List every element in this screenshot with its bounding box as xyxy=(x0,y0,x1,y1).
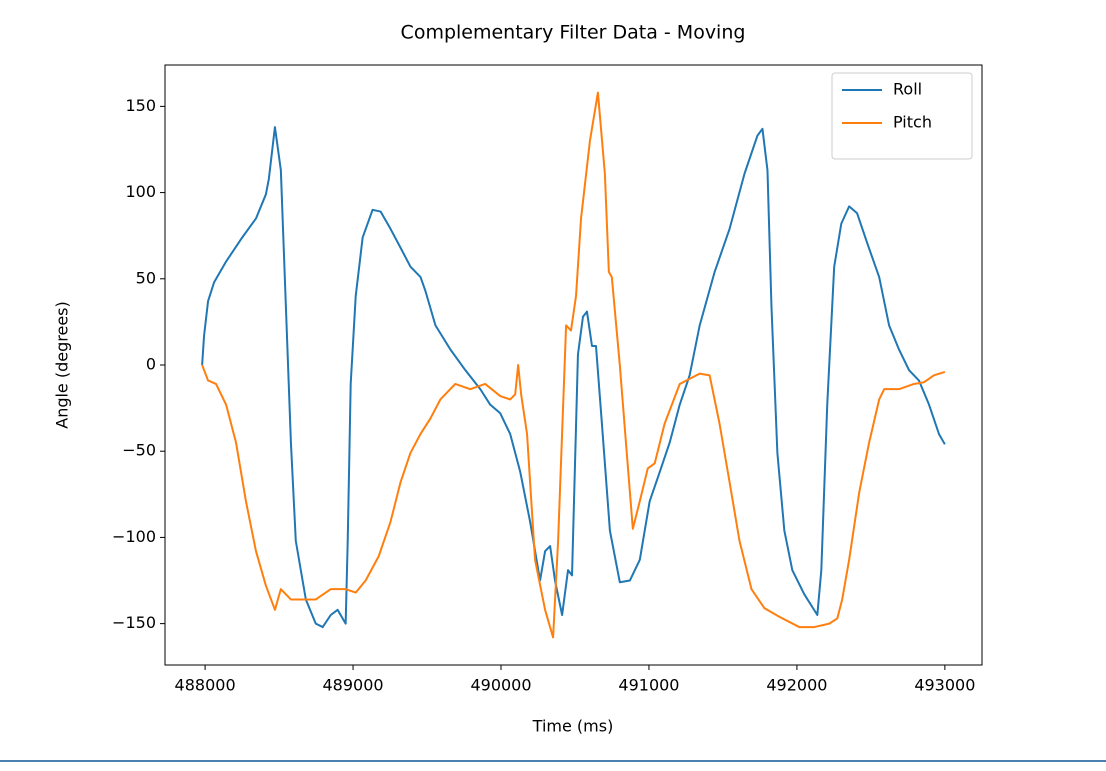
y-tick-label: 100 xyxy=(125,182,156,201)
y-tick-label: −100 xyxy=(112,527,156,546)
axes-frame xyxy=(164,64,983,666)
legend-label: Roll xyxy=(893,80,922,99)
y-tick-label: 0 xyxy=(146,355,156,374)
x-tick-label: 493000 xyxy=(914,676,975,695)
y-tick-label: 50 xyxy=(136,268,156,287)
x-tick-label: 488000 xyxy=(175,676,236,695)
y-tick-label: 150 xyxy=(125,96,156,115)
chart-title: Complementary Filter Data - Moving xyxy=(401,22,746,44)
data-line xyxy=(201,91,946,639)
x-tick-label: 489000 xyxy=(323,676,384,695)
x-tick-label: 492000 xyxy=(766,676,827,695)
y-tick-label: −150 xyxy=(112,613,156,632)
x-tick-label: 490000 xyxy=(470,676,531,695)
y-tick-label: −50 xyxy=(122,441,156,460)
x-tick-label: 491000 xyxy=(618,676,679,695)
y-axis-label: Angle (degrees) xyxy=(53,301,72,429)
x-axis-label: Time (ms) xyxy=(532,717,614,736)
data-line xyxy=(201,126,946,629)
legend-label: Pitch xyxy=(893,113,932,132)
legend-box xyxy=(831,72,973,160)
